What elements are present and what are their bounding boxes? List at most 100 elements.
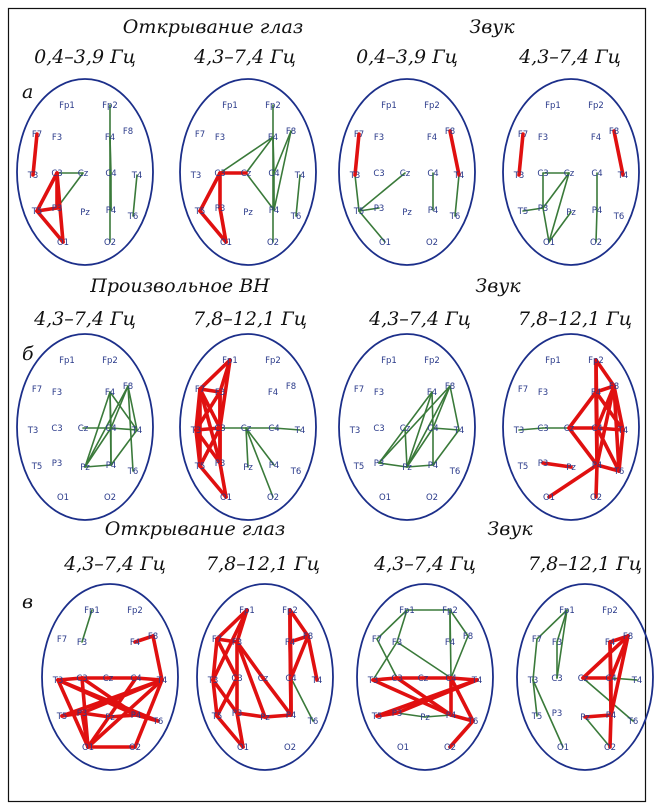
electrode-fp2: Fp2: [442, 606, 458, 616]
connection-F7-P3: [198, 387, 222, 465]
connection-F4-C4: [431, 391, 434, 429]
connection-Cz-T6: [582, 677, 634, 722]
connection-F4-Pz: [406, 391, 433, 468]
electrode-fp2: Fp2: [602, 606, 618, 616]
electrode-t5: T5: [194, 462, 206, 472]
row-b-group-2-title: Звук: [475, 275, 521, 297]
connection-Fp2-F8: [449, 609, 469, 637]
connection-Cz-F8: [581, 634, 630, 680]
electrode-t5: T5: [31, 462, 43, 472]
electrode-t5: T5: [194, 207, 206, 217]
electrode-o2: O2: [426, 238, 438, 248]
electrode-p3: P3: [374, 204, 385, 214]
connection-F3-T3: [372, 641, 398, 681]
connection-C3-T5: [35, 171, 59, 213]
electrode-t4: T4: [294, 171, 306, 181]
connection-P4-T6: [449, 713, 475, 723]
electrode-f8: F8: [623, 632, 633, 642]
connection-T3-T5: [211, 678, 219, 718]
electrode-f4: F4: [268, 388, 278, 398]
row-c-freq-3: 4,3–7,4 Гц: [374, 553, 476, 575]
electrode-f7: F7: [354, 130, 364, 140]
connection-Pz-P4: [263, 713, 293, 719]
connection-T3-C3: [371, 676, 399, 682]
electrode-fp1: Fp1: [59, 101, 75, 111]
connection-C4-T4: [595, 426, 625, 432]
electrode-f8: F8: [445, 382, 455, 392]
electrode-t6: T6: [307, 717, 319, 727]
electrode-cz: Cz: [564, 169, 575, 179]
electrode-t5: T5: [56, 712, 68, 722]
connection-Pz-P4: [583, 713, 613, 719]
electrode-fp1: Fp1: [59, 356, 75, 366]
connection-T3-C3: [56, 676, 84, 682]
electrode-t6: T6: [290, 467, 302, 477]
electrode-f8: F8: [148, 632, 158, 642]
electrode-c4: C4: [130, 674, 141, 684]
connection-F8-C4: [273, 130, 292, 174]
connection-F8-Pz: [406, 385, 451, 468]
connection-P4-T6: [134, 713, 160, 723]
electrode-p3: P3: [52, 459, 63, 469]
electrode-o1: O1: [397, 743, 409, 753]
electrode-f4: F4: [268, 133, 278, 143]
electrode-fp2: Fp2: [127, 606, 143, 616]
electrode-c3: C3: [231, 674, 242, 684]
electrode-c4: C4: [427, 169, 438, 179]
head-map-c-2: Fp1 Fp2 F7 F3 F4 F8 T3 C3 Cz C4 T4 T5 P3 Pz P4 T6 O1 O2: [196, 583, 334, 771]
connection-F8-T4: [612, 129, 625, 177]
connection-F8-P4: [609, 634, 630, 717]
connection-Fp2-C4: [449, 609, 452, 679]
connection-T4-P4: [432, 429, 460, 466]
connection-T5-P3: [358, 207, 380, 212]
electrode-p3: P3: [77, 709, 88, 719]
connection-T3-T5: [532, 679, 538, 717]
electrode-t6: T6: [627, 717, 639, 727]
electrode-o2: O2: [426, 493, 438, 503]
connection-F8-T4: [448, 129, 461, 177]
electrode-c4: C4: [268, 169, 279, 179]
row-b-freq-4: 7,8–12,1 Гц: [518, 308, 632, 330]
electrode-f7: F7: [354, 385, 364, 395]
electrode-c3: C3: [537, 169, 548, 179]
connection-T4-O1: [86, 678, 164, 749]
electrode-f7: F7: [32, 130, 42, 140]
electrode-o1: O1: [82, 743, 94, 753]
head-outline: [179, 333, 317, 521]
electrode-c4: C4: [605, 674, 616, 684]
connection-T5-P3: [375, 711, 399, 718]
connection-F4-C3: [219, 136, 274, 174]
connection-F7-T3: [532, 638, 538, 681]
connection-Fp2-F8: [288, 608, 310, 638]
electrode-fp2: Fp2: [424, 101, 440, 111]
electrode-cz: Cz: [241, 424, 252, 434]
electrode-t3: T3: [27, 426, 39, 436]
electrode-f4: F4: [105, 388, 115, 398]
electrode-fp1: Fp1: [545, 356, 561, 366]
electrode-t4: T4: [131, 171, 143, 181]
electrode-p4: P4: [269, 461, 280, 471]
electrode-t5: T5: [531, 712, 543, 722]
electrode-fp1: Fp1: [381, 356, 397, 366]
connection-T4-P4: [110, 429, 138, 466]
connection-P3-Pz: [235, 711, 267, 719]
connection-T4-T6: [454, 174, 460, 217]
electrode-pz: Pz: [243, 208, 253, 218]
head-map-a-2: Fp1 Fp2 F7 F3 F4 F8 T3 C3 Cz C4 T4 T5 P3 Pz P4 T6 O1 O2: [179, 78, 317, 266]
electrode-fp2: Fp2: [265, 356, 281, 366]
connection-Pz-P4: [84, 464, 112, 468]
connection-F3-C4: [396, 641, 452, 679]
electrode-t5: T5: [517, 462, 529, 472]
connection-Cz-F4: [567, 390, 598, 430]
head-map-c-3: Fp1 Fp2 F7 F3 F4 F8 T3 C3 Cz C4 T4 T5 P3 Pz P4 T6 O1 O2: [356, 583, 494, 771]
electrode-o1: O1: [57, 493, 69, 503]
electrode-o1: O1: [543, 493, 555, 503]
electrode-o2: O2: [444, 743, 456, 753]
electrode-o2: O2: [284, 743, 296, 753]
electrode-f4: F4: [285, 638, 295, 648]
electrode-fp2: Fp2: [424, 356, 440, 366]
head-map-a-1: Fp1 Fp2 F7 F3 F4 F8 T3 C3 Cz C4 T4 T5 P3 Pz P4 T6 O1 O2: [16, 78, 154, 266]
connection-T5-P3: [522, 207, 544, 212]
electrode-f3: F3: [215, 388, 225, 398]
electrode-c3: C3: [537, 424, 548, 434]
